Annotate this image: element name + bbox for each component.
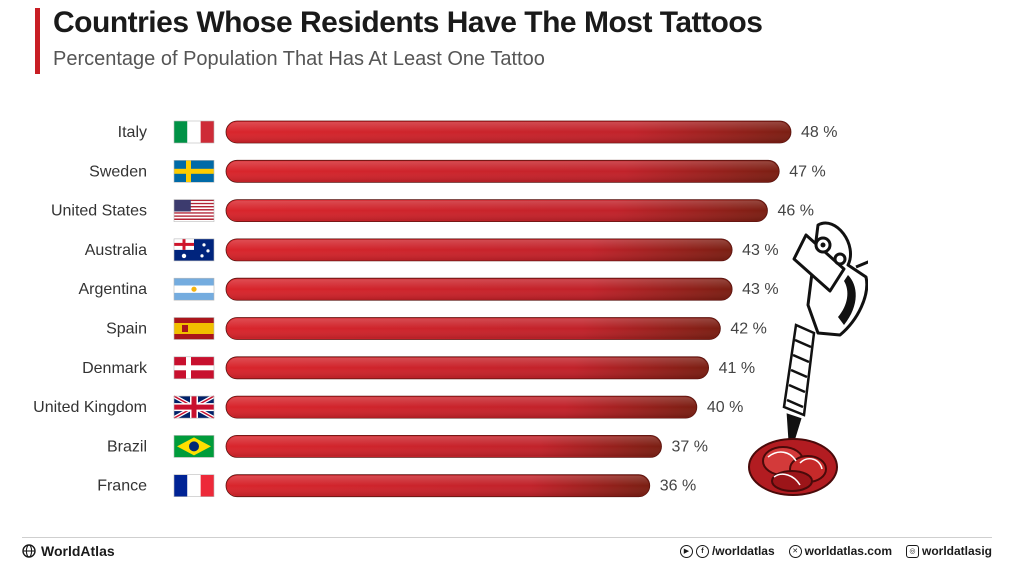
value-label: 41 % [719, 360, 755, 377]
italy-flag [173, 120, 215, 144]
footer-divider [22, 537, 992, 538]
instagram-icon: ◎ [905, 544, 919, 558]
social-facebook[interactable]: ▶ f /worldatlas [679, 544, 775, 558]
bar [225, 395, 698, 419]
footer-brand: WorldAtlas [22, 543, 115, 559]
value-label: 37 % [672, 438, 708, 455]
youtube-icon: ▶ [679, 544, 693, 558]
tattoo-machine-icon [748, 221, 868, 496]
brazil-flag [173, 435, 215, 458]
category-label: Spain [106, 321, 147, 338]
social-website[interactable]: ✕ worldatlas.com [788, 544, 892, 558]
bar-chart: Italy 48 % Sweden 47 % United States 46 % Aust… [33, 120, 837, 498]
social-facebook-label: /worldatlas [711, 544, 775, 558]
spain-flag [173, 317, 215, 340]
bar-row-australia: Australia 43 % [85, 238, 779, 262]
bar-row-united-states: United States 46 % [51, 199, 814, 223]
category-label: Brazil [107, 438, 147, 455]
category-label: Argentina [79, 281, 148, 298]
value-label: 43 % [742, 242, 778, 259]
value-label: 42 % [730, 321, 766, 338]
bar-row-france: France 36 % [97, 474, 696, 498]
chart-title: Countries Whose Residents Have The Most … [53, 6, 763, 39]
uk-flag [173, 394, 215, 420]
category-label: Italy [118, 124, 147, 141]
bar-row-spain: Spain 42 % [106, 317, 767, 340]
category-label: Denmark [82, 360, 148, 377]
brand-name: WorldAtlas [41, 543, 115, 559]
category-label: Sweden [89, 163, 147, 180]
bar [225, 238, 733, 262]
globe-icon [22, 544, 36, 558]
title-accent-bar [35, 8, 40, 74]
bar-row-italy: Italy 48 % [118, 120, 837, 144]
australia-flag [173, 238, 215, 262]
value-label: 36 % [660, 478, 696, 495]
value-label: 40 % [707, 399, 743, 416]
bar [225, 159, 780, 183]
bar-row-denmark: Denmark 41 % [82, 356, 755, 380]
x-twitter-icon: ✕ [788, 544, 802, 558]
bar-row-argentina: Argentina 43 % [79, 277, 779, 301]
bar [225, 199, 768, 223]
category-label: Australia [85, 242, 147, 259]
bar-row-sweden: Sweden 47 % [89, 159, 826, 183]
chart-subtitle: Percentage of Population That Has At Lea… [53, 48, 545, 70]
value-label: 48 % [801, 124, 837, 141]
social-instagram[interactable]: ◎ worldatlasig [905, 544, 992, 558]
usa-flag [173, 199, 215, 222]
bar-row-united-kingdom: United Kingdom 40 % [33, 394, 743, 420]
value-label: 46 % [777, 203, 813, 220]
sweden-flag [173, 160, 215, 183]
bar [225, 317, 721, 340]
category-label: United States [51, 203, 147, 220]
value-label: 47 % [789, 163, 825, 180]
bar [225, 277, 733, 301]
bar [225, 434, 662, 458]
value-label: 43 % [742, 281, 778, 298]
bar [225, 120, 792, 144]
bar-row-brazil: Brazil 37 % [107, 434, 708, 458]
france-flag [173, 474, 215, 498]
bar [225, 356, 710, 380]
footer-social: ▶ f /worldatlas ✕ worldatlas.com ◎ world… [679, 544, 992, 558]
category-label: France [97, 478, 147, 495]
social-instagram-label: worldatlasig [921, 544, 992, 558]
social-website-label: worldatlas.com [804, 544, 892, 558]
category-label: United Kingdom [33, 399, 147, 416]
bar [225, 474, 651, 498]
argentina-flag [173, 277, 215, 301]
facebook-icon: f [695, 544, 709, 558]
denmark-flag [173, 356, 215, 380]
